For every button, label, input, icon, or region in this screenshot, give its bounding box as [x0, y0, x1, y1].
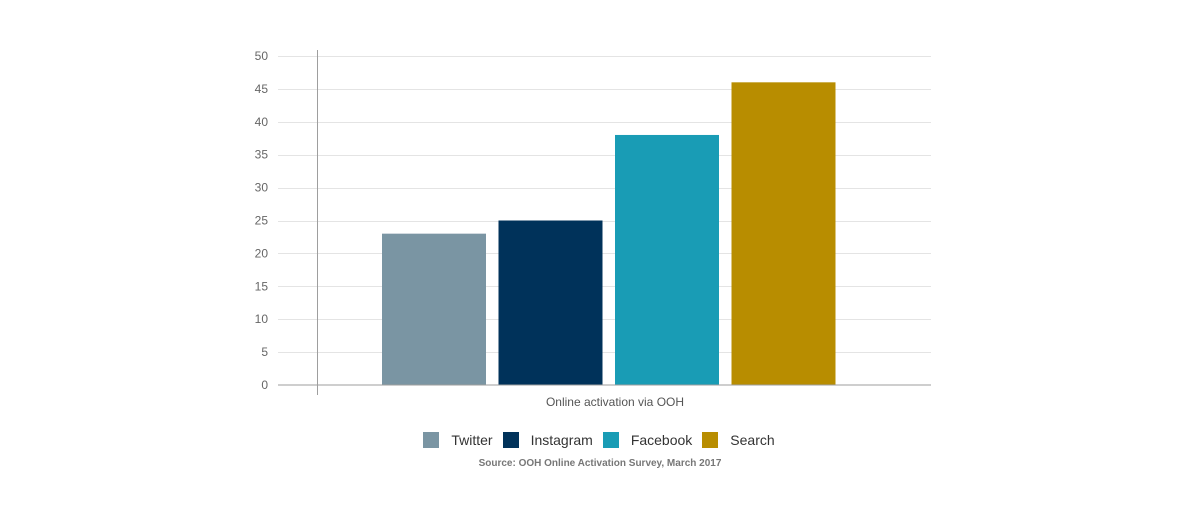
- y-axis-ticks: 0 5 10 15 20 25 30 35 40 45 50: [255, 49, 269, 392]
- y-tick-label: 40: [255, 115, 269, 129]
- legend-swatch-instagram: [502, 432, 519, 448]
- y-tick-label: 0: [261, 378, 268, 392]
- bar-facebook[interactable]: [615, 134, 719, 385]
- legend: Twitter Instagram Facebook Search: [0, 430, 1200, 450]
- y-tick-label: 35: [255, 148, 269, 162]
- y-tick-label: 15: [255, 279, 269, 293]
- bars: [382, 82, 836, 385]
- bar-search[interactable]: [731, 82, 836, 385]
- legend-label-twitter: Twitter: [451, 432, 493, 448]
- legend-swatch-facebook: [602, 432, 619, 448]
- legend-label-facebook: Facebook: [630, 432, 693, 448]
- legend-swatch-twitter: [423, 432, 440, 448]
- bar-instagram[interactable]: [498, 220, 603, 386]
- legend-label-search: Search: [730, 432, 775, 448]
- legend-item-twitter[interactable]: Twitter: [423, 432, 493, 448]
- y-tick-label: 45: [255, 82, 269, 96]
- legend-swatch-search: [702, 432, 719, 448]
- y-tick-label: 50: [255, 49, 269, 63]
- source-note: Source: OOH Online Activation Survey, Ma…: [478, 458, 722, 469]
- y-tick-label: 5: [261, 345, 268, 359]
- bar-twitter[interactable]: [382, 233, 486, 385]
- legend-item-facebook[interactable]: Facebook: [602, 432, 693, 448]
- legend-item-instagram[interactable]: Instagram: [502, 432, 593, 448]
- y-tick-label: 20: [255, 246, 269, 260]
- legend-label-instagram: Instagram: [530, 432, 593, 448]
- legend-item-search[interactable]: Search: [702, 432, 775, 448]
- y-tick-label: 30: [255, 181, 269, 195]
- category-label: Online activation via OOH: [546, 395, 684, 409]
- y-tick-label: 25: [255, 214, 269, 228]
- y-tick-label: 10: [255, 312, 269, 326]
